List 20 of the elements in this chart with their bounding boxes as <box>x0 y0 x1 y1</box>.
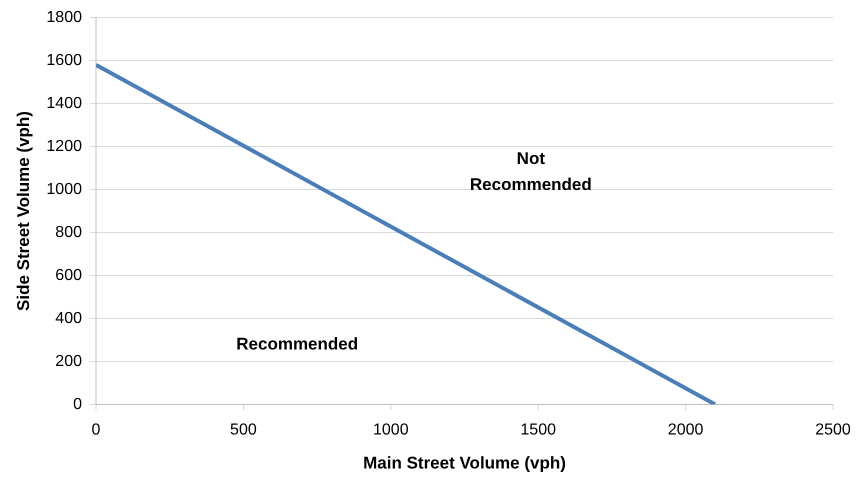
x-tick-label: 500 <box>230 421 257 438</box>
y-tick-label: 0 <box>73 396 82 413</box>
x-tick-label: 1000 <box>373 421 409 438</box>
annotation: Recommended <box>236 334 358 354</box>
x-tick-label: 1500 <box>520 421 556 438</box>
y-tick-label: 200 <box>55 352 82 370</box>
y-tick-label: 1600 <box>46 52 82 69</box>
x-tick-label: 2500 <box>815 421 851 438</box>
x-axis-title: Main Street Volume (vph) <box>363 453 566 472</box>
y-tick-label: 1800 <box>46 9 82 26</box>
y-tick-label: 1000 <box>46 180 82 198</box>
y-axis-title: Side Street Volume (vph) <box>14 111 33 311</box>
x-tick-label: 0 <box>92 421 101 438</box>
y-tick-label: 1200 <box>46 138 82 155</box>
y-tick-label: 1400 <box>46 94 82 112</box>
x-tick-label: 2000 <box>668 421 704 438</box>
y-tick-label: 600 <box>55 266 82 284</box>
annotation: Not Recommended <box>470 149 592 194</box>
y-tick-label: 800 <box>55 224 82 241</box>
y-tick-label: 400 <box>55 310 82 327</box>
